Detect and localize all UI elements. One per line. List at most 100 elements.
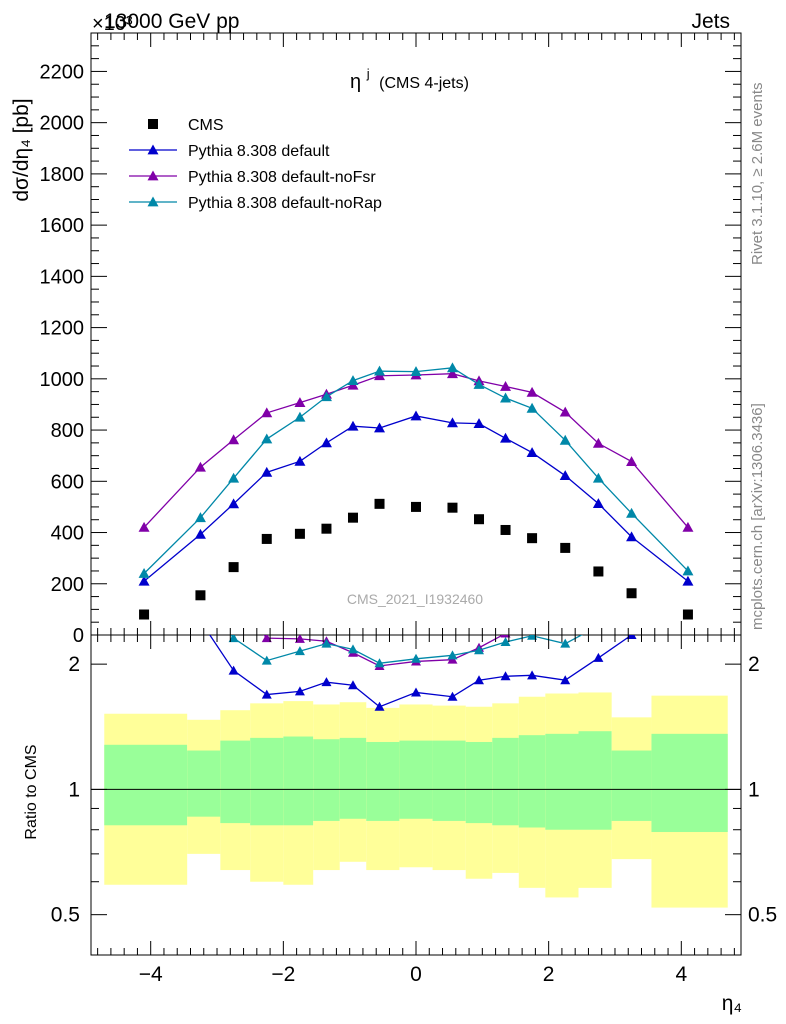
data-point xyxy=(228,562,239,573)
ratio-point xyxy=(347,644,358,654)
data-point xyxy=(559,406,571,417)
panel-title-main: η xyxy=(350,71,361,93)
data-point xyxy=(559,470,571,481)
ratio-point xyxy=(560,638,571,648)
data-point xyxy=(194,461,206,472)
data-point xyxy=(138,575,150,586)
data-point xyxy=(447,502,458,513)
data-point xyxy=(592,472,604,483)
tick-label: 2 xyxy=(748,653,760,676)
ratio-point xyxy=(139,485,149,494)
data-point xyxy=(593,566,604,577)
ratio-point xyxy=(560,615,570,624)
ratio-point xyxy=(593,585,603,594)
ratio-inner-band xyxy=(651,733,728,833)
ratio-point xyxy=(474,645,485,655)
data-point xyxy=(682,575,694,586)
ratio-inner-band xyxy=(366,741,400,821)
ratio-point xyxy=(447,691,458,701)
ratio-point xyxy=(527,618,537,627)
data-point xyxy=(559,434,571,445)
ratio-point xyxy=(228,635,239,643)
data-point xyxy=(410,410,422,421)
data-point xyxy=(682,521,694,532)
tick-label: 200 xyxy=(51,574,84,596)
data-point xyxy=(261,533,272,544)
ratio-point xyxy=(411,653,421,663)
data-point xyxy=(446,368,458,379)
ratio-point xyxy=(374,701,385,711)
tick-label: 2 xyxy=(68,653,80,676)
legend-label: Pythia 8.308 default xyxy=(188,143,330,160)
data-point xyxy=(138,568,150,578)
ratio-inner-band xyxy=(187,750,221,817)
mcplots-label: mcplots.cern.ch [arXiv:1306.3436] xyxy=(749,403,766,630)
main-series xyxy=(138,362,694,620)
data-point xyxy=(473,418,485,429)
x-axis-label: η₄ xyxy=(722,992,742,1015)
ratio-inner-band xyxy=(250,737,284,826)
ratio-point xyxy=(139,586,149,595)
data-point xyxy=(626,531,638,542)
tick-label: 0 xyxy=(73,625,84,647)
ratio-point xyxy=(527,670,538,680)
ratio-inner-band xyxy=(283,736,314,826)
tick-label: 600 xyxy=(51,471,84,493)
data-point xyxy=(294,455,306,466)
ratio-point xyxy=(294,686,305,696)
data-point xyxy=(411,501,421,512)
ratio-point xyxy=(447,650,458,660)
tick-label: 2000 xyxy=(40,113,85,135)
legend-marker xyxy=(147,196,159,207)
data-point xyxy=(474,514,485,525)
ratio-point xyxy=(500,637,511,647)
ratio-point xyxy=(411,687,421,697)
tick-label: 1200 xyxy=(40,318,85,340)
data-point xyxy=(228,472,240,483)
ratio-point xyxy=(593,652,604,662)
tick-label: 1800 xyxy=(40,164,85,186)
ratio-point xyxy=(321,638,332,648)
data-point xyxy=(560,542,571,553)
data-point xyxy=(138,521,150,532)
ratio-point xyxy=(500,671,511,681)
ratio-inner-band xyxy=(492,737,519,826)
axis-ticks: −4 −2 0 2 4 0 200 400 600 800 1000 1200 1400 1600 1800… xyxy=(40,32,777,986)
legend-marker xyxy=(147,170,159,181)
rivet-label: Rivet 3.1.10, ≥ 2.6M events xyxy=(749,83,766,266)
tick-label: 800 xyxy=(51,420,84,442)
tick-label: 0.5 xyxy=(51,904,80,927)
ratio-point xyxy=(527,635,538,640)
ratio-point xyxy=(347,680,358,690)
ratio-point xyxy=(261,689,272,699)
ratio-inner-band xyxy=(545,733,579,830)
ratio-inner-band xyxy=(518,735,546,828)
ratio-lines xyxy=(139,485,693,711)
ratio-inner-band xyxy=(339,737,367,819)
data-point xyxy=(320,437,332,448)
data-point xyxy=(195,590,206,601)
data-point xyxy=(446,362,458,373)
data-point xyxy=(294,528,305,539)
data-point xyxy=(500,524,511,535)
data-point xyxy=(682,565,694,576)
data-point xyxy=(410,366,422,377)
tick-label: 1400 xyxy=(40,266,85,288)
data-point xyxy=(320,391,332,402)
ratio-point xyxy=(294,646,305,656)
ratio-point xyxy=(229,593,239,602)
ratio-point xyxy=(228,665,239,675)
legend-marker xyxy=(148,119,158,129)
ratio-inner-band xyxy=(578,731,612,830)
data-point xyxy=(261,433,273,444)
data-point xyxy=(526,402,538,413)
series-line xyxy=(143,367,689,574)
data-point xyxy=(194,528,206,539)
ratio-point xyxy=(374,658,385,668)
y-axis-label: dσ/dη₄ [pb] xyxy=(10,98,33,201)
data-point xyxy=(261,466,273,477)
data-point xyxy=(500,432,512,443)
data-point xyxy=(473,378,485,389)
ratio-point xyxy=(683,485,693,494)
